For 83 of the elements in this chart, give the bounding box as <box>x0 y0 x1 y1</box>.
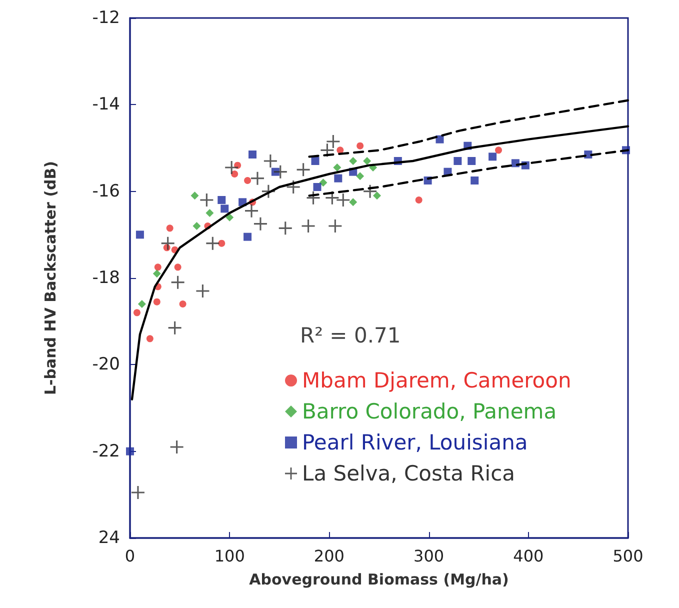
point <box>334 174 342 182</box>
y-tick-label: -16 <box>92 181 120 202</box>
line-series <box>130 125 630 400</box>
legend-label: La Selva, Costa Rica <box>302 462 516 486</box>
y-tick-label: -18 <box>92 268 120 288</box>
point <box>274 165 287 178</box>
point <box>454 157 462 165</box>
legend-label: Mbam Djarem, Cameroon <box>302 368 572 392</box>
point <box>133 309 140 316</box>
point <box>126 447 134 456</box>
x-tick-label: 100 <box>214 546 245 566</box>
y-tick-label: -12 <box>92 8 120 28</box>
point <box>495 146 502 154</box>
annotation: R² = 0.71 <box>300 324 401 348</box>
point <box>244 177 252 184</box>
point <box>250 172 264 185</box>
point <box>326 135 340 148</box>
point <box>218 240 226 247</box>
point <box>153 298 160 306</box>
point <box>174 264 182 271</box>
point <box>190 192 199 200</box>
point <box>278 222 292 235</box>
point <box>436 135 444 144</box>
y-tick-label: -22 <box>92 441 120 462</box>
point <box>468 157 476 165</box>
point <box>196 284 210 298</box>
y-tick-label: -20 <box>92 354 120 375</box>
point <box>363 157 372 165</box>
point <box>415 196 422 204</box>
point <box>296 163 310 176</box>
point <box>311 157 320 165</box>
point <box>373 192 382 200</box>
point <box>245 204 258 218</box>
point <box>200 194 214 206</box>
point <box>136 230 144 239</box>
point <box>166 224 174 232</box>
point <box>231 170 238 178</box>
point <box>336 194 350 206</box>
point <box>138 300 146 308</box>
point <box>170 440 184 454</box>
point <box>179 300 186 308</box>
point <box>333 164 342 172</box>
x-tick-label: 300 <box>414 546 444 566</box>
point <box>192 222 201 230</box>
point <box>470 176 479 184</box>
point <box>302 220 315 232</box>
x-tick-label: 400 <box>513 546 544 566</box>
y-tick-label: -14 <box>92 94 120 115</box>
legend-label: Barro Colorado, Panema <box>302 400 557 424</box>
point <box>264 154 277 168</box>
x-axis-title: Aboveground Biomass (Mg/ha) <box>249 570 509 588</box>
x-tick-label: 0 <box>124 546 136 566</box>
point <box>349 157 358 165</box>
point <box>171 276 184 289</box>
point <box>218 196 226 204</box>
point <box>248 150 257 158</box>
point <box>206 236 220 250</box>
point <box>349 198 358 206</box>
point <box>220 204 229 213</box>
y-axis-title: L-band HV Backscatter (dB) <box>42 160 60 396</box>
x-tick-label: 200 <box>314 546 344 566</box>
point <box>161 236 174 250</box>
point <box>319 178 328 187</box>
point <box>328 220 342 232</box>
point <box>488 152 497 161</box>
y-tick-label: 24 <box>98 528 120 548</box>
point <box>154 264 162 271</box>
point <box>254 217 267 230</box>
point <box>244 232 252 241</box>
point <box>131 486 144 499</box>
point <box>225 161 238 174</box>
point <box>336 146 344 154</box>
point <box>152 270 161 278</box>
point <box>226 213 234 222</box>
line-series <box>308 99 630 158</box>
point <box>356 142 364 150</box>
point <box>168 321 182 334</box>
legend-label: Pearl River, Louisiana <box>302 430 528 454</box>
point <box>313 183 322 191</box>
x-tick-label: 500 <box>612 546 644 566</box>
point <box>146 335 154 342</box>
point <box>206 209 214 217</box>
point <box>356 172 364 180</box>
